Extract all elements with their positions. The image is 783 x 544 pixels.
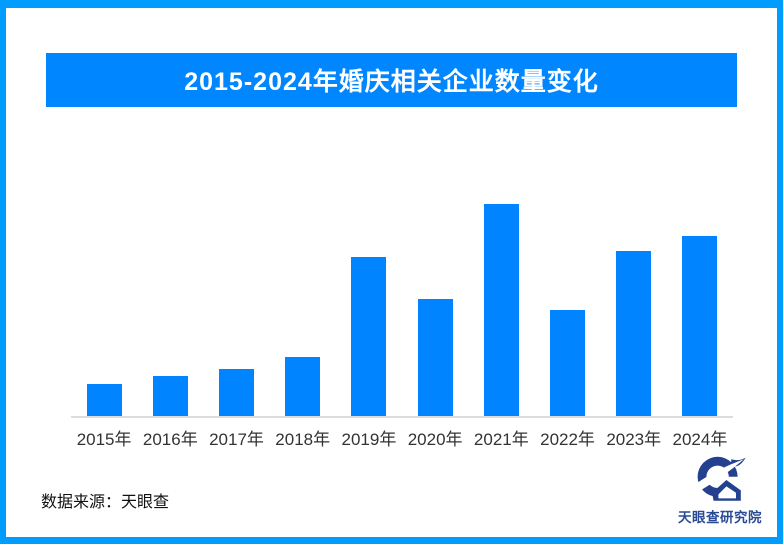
x-axis-labels: 2015年 2016年 2017年 2018年 2019年 2020年 2021年 2022年…	[71, 425, 733, 450]
bar-slot	[336, 206, 402, 416]
bar-slot	[667, 206, 733, 416]
bar-slot	[270, 206, 336, 416]
bar-slot	[601, 206, 667, 416]
data-source-note: 数据来源：天眼查	[41, 494, 170, 511]
x-axis-label: 2017年	[209, 430, 264, 449]
bar-2019年	[351, 257, 387, 416]
bar-2023年	[616, 251, 652, 416]
bar-2020年	[417, 299, 453, 416]
x-axis-label: 2024年	[672, 430, 728, 449]
bar-slot	[71, 206, 137, 416]
bar-slot	[534, 206, 600, 416]
x-axis-label: 2018年	[275, 430, 331, 449]
x-axis-label: 2023年	[606, 430, 662, 449]
bar-2015年	[86, 384, 122, 416]
x-axis-label: 2019年	[341, 430, 397, 449]
x-axis-label: 2021年	[473, 430, 529, 449]
bar-chart-plot-area	[71, 204, 733, 418]
brand-logo: 天眼查研究院	[662, 456, 777, 526]
x-axis-label: 2015年	[76, 430, 132, 449]
bar-2021年	[483, 204, 519, 416]
bar-slot	[137, 206, 203, 416]
tianyancha-logo-icon	[694, 456, 746, 504]
bar-2018年	[285, 357, 321, 416]
chart-title: 2015-2024年婚庆相关企业数量变化	[184, 68, 599, 96]
brand-name: 天眼查研究院	[678, 510, 762, 525]
bar-2017年	[219, 369, 254, 416]
bar-slot	[203, 206, 269, 416]
bar-slot	[402, 206, 468, 416]
bar-2016年	[152, 376, 188, 416]
chart-title-banner: 2015-2024年婚庆相关企业数量变化	[46, 53, 737, 107]
bar-slot	[468, 204, 534, 416]
x-axis-label: 2016年	[142, 430, 198, 449]
bar-2024年	[682, 236, 718, 416]
bar-2022年	[550, 310, 586, 416]
x-axis-label: 2022年	[540, 430, 595, 449]
bar-chart: 2015年 2016年 2017年 2018年 2019年 2020年 2021年 2022年…	[71, 204, 733, 450]
x-axis-label: 2020年	[407, 430, 463, 449]
